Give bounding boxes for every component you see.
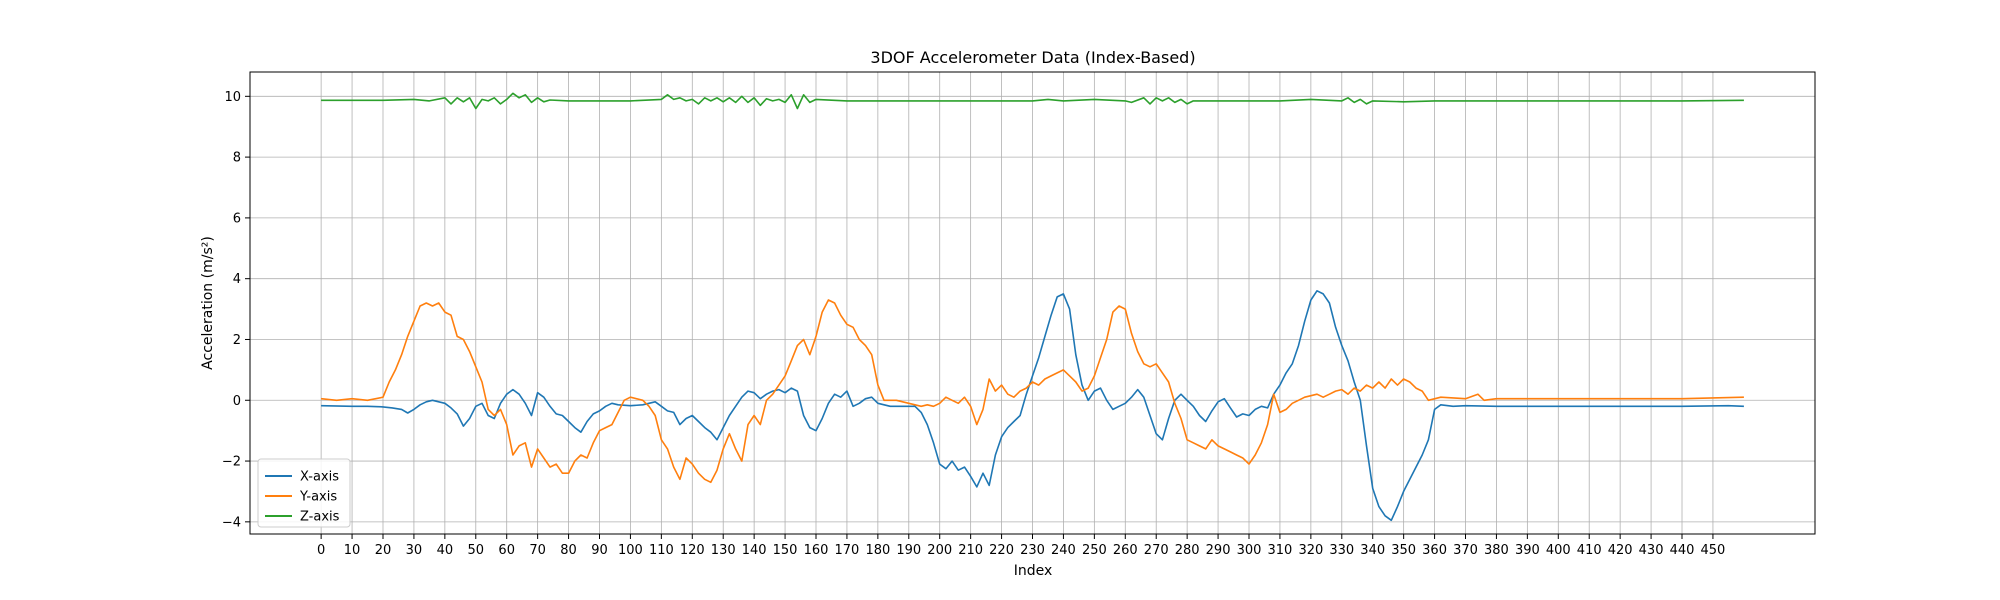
x-tick-label: 230 (1020, 543, 1045, 558)
series-line-y-axis (321, 299, 1744, 484)
y-tick-label: 6 (233, 211, 241, 226)
x-tick-label: 440 (1670, 543, 1695, 558)
legend-label-y-axis: Y-axis (299, 490, 337, 505)
x-tick-label: 200 (927, 543, 952, 558)
x-tick-label: 70 (529, 543, 546, 558)
x-axis-title: Index (1014, 563, 1053, 579)
x-tick-label: 290 (1206, 543, 1231, 558)
x-tick-label: 140 (742, 543, 767, 558)
x-tick-label: 380 (1484, 543, 1509, 558)
x-tick-label: 300 (1237, 543, 1262, 558)
x-tick-label: 330 (1329, 543, 1354, 558)
y-tick-label: 0 (233, 394, 241, 409)
x-tick-label: 110 (649, 543, 674, 558)
x-tick-label: 160 (804, 543, 829, 558)
x-tick-label: 30 (406, 543, 423, 558)
x-tick-label: 390 (1515, 543, 1540, 558)
series-line-x-axis (321, 290, 1744, 522)
x-tick-label: 280 (1175, 543, 1200, 558)
x-tick-label: 0 (317, 543, 325, 558)
x-axis-ticks: 0 10 20 30 40 50 60 70 80 90 100 110 120 130 140 150 160… (317, 534, 1725, 558)
x-tick-label: 90 (591, 543, 608, 558)
y-tick-label: 8 (233, 151, 241, 166)
legend-label-x-axis: X-axis (300, 470, 339, 485)
x-tick-label: 120 (680, 543, 705, 558)
x-tick-label: 400 (1546, 543, 1571, 558)
x-tick-label: 310 (1268, 543, 1293, 558)
y-tick-label: 4 (233, 272, 241, 287)
x-tick-label: 250 (1082, 543, 1107, 558)
x-tick-label: 60 (498, 543, 515, 558)
x-tick-label: 50 (468, 543, 485, 558)
x-tick-label: 430 (1639, 543, 1664, 558)
x-tick-label: 190 (896, 543, 921, 558)
grid (250, 72, 1815, 534)
y-tick-label: 10 (224, 90, 241, 105)
y-axis-title: Acceleration (m/s²) (200, 236, 216, 370)
y-tick-label: −2 (222, 455, 241, 470)
chart-title: 3DOF Accelerometer Data (Index-Based) (870, 48, 1195, 67)
x-tick-label: 370 (1453, 543, 1478, 558)
y-axis-ticks: −4 −2 0 2 4 6 8 10 (222, 90, 250, 530)
x-tick-label: 80 (560, 543, 577, 558)
x-tick-label: 20 (375, 543, 392, 558)
y-tick-label: 2 (233, 333, 241, 348)
x-tick-label: 410 (1577, 543, 1602, 558)
x-tick-label: 320 (1298, 543, 1323, 558)
x-tick-label: 270 (1144, 543, 1169, 558)
x-tick-label: 420 (1608, 543, 1633, 558)
x-tick-label: 240 (1051, 543, 1076, 558)
x-tick-label: 340 (1360, 543, 1385, 558)
x-tick-label: 260 (1113, 543, 1138, 558)
legend: X-axis Y-axis Z-axis (257, 458, 351, 528)
x-tick-label: 10 (344, 543, 361, 558)
x-tick-label: 220 (989, 543, 1014, 558)
x-tick-label: 350 (1391, 543, 1416, 558)
x-tick-label: 100 (618, 543, 643, 558)
series-line-z-axis (321, 92, 1744, 110)
x-tick-label: 40 (437, 543, 454, 558)
series-lines (321, 92, 1744, 522)
x-tick-label: 150 (773, 543, 798, 558)
x-tick-label: 450 (1701, 543, 1726, 558)
x-tick-label: 360 (1422, 543, 1447, 558)
legend-label-z-axis: Z-axis (300, 510, 340, 525)
x-tick-label: 170 (835, 543, 860, 558)
x-tick-label: 210 (958, 543, 983, 558)
x-tick-label: 130 (711, 543, 736, 558)
y-tick-label: −4 (222, 515, 241, 530)
x-tick-label: 180 (865, 543, 890, 558)
